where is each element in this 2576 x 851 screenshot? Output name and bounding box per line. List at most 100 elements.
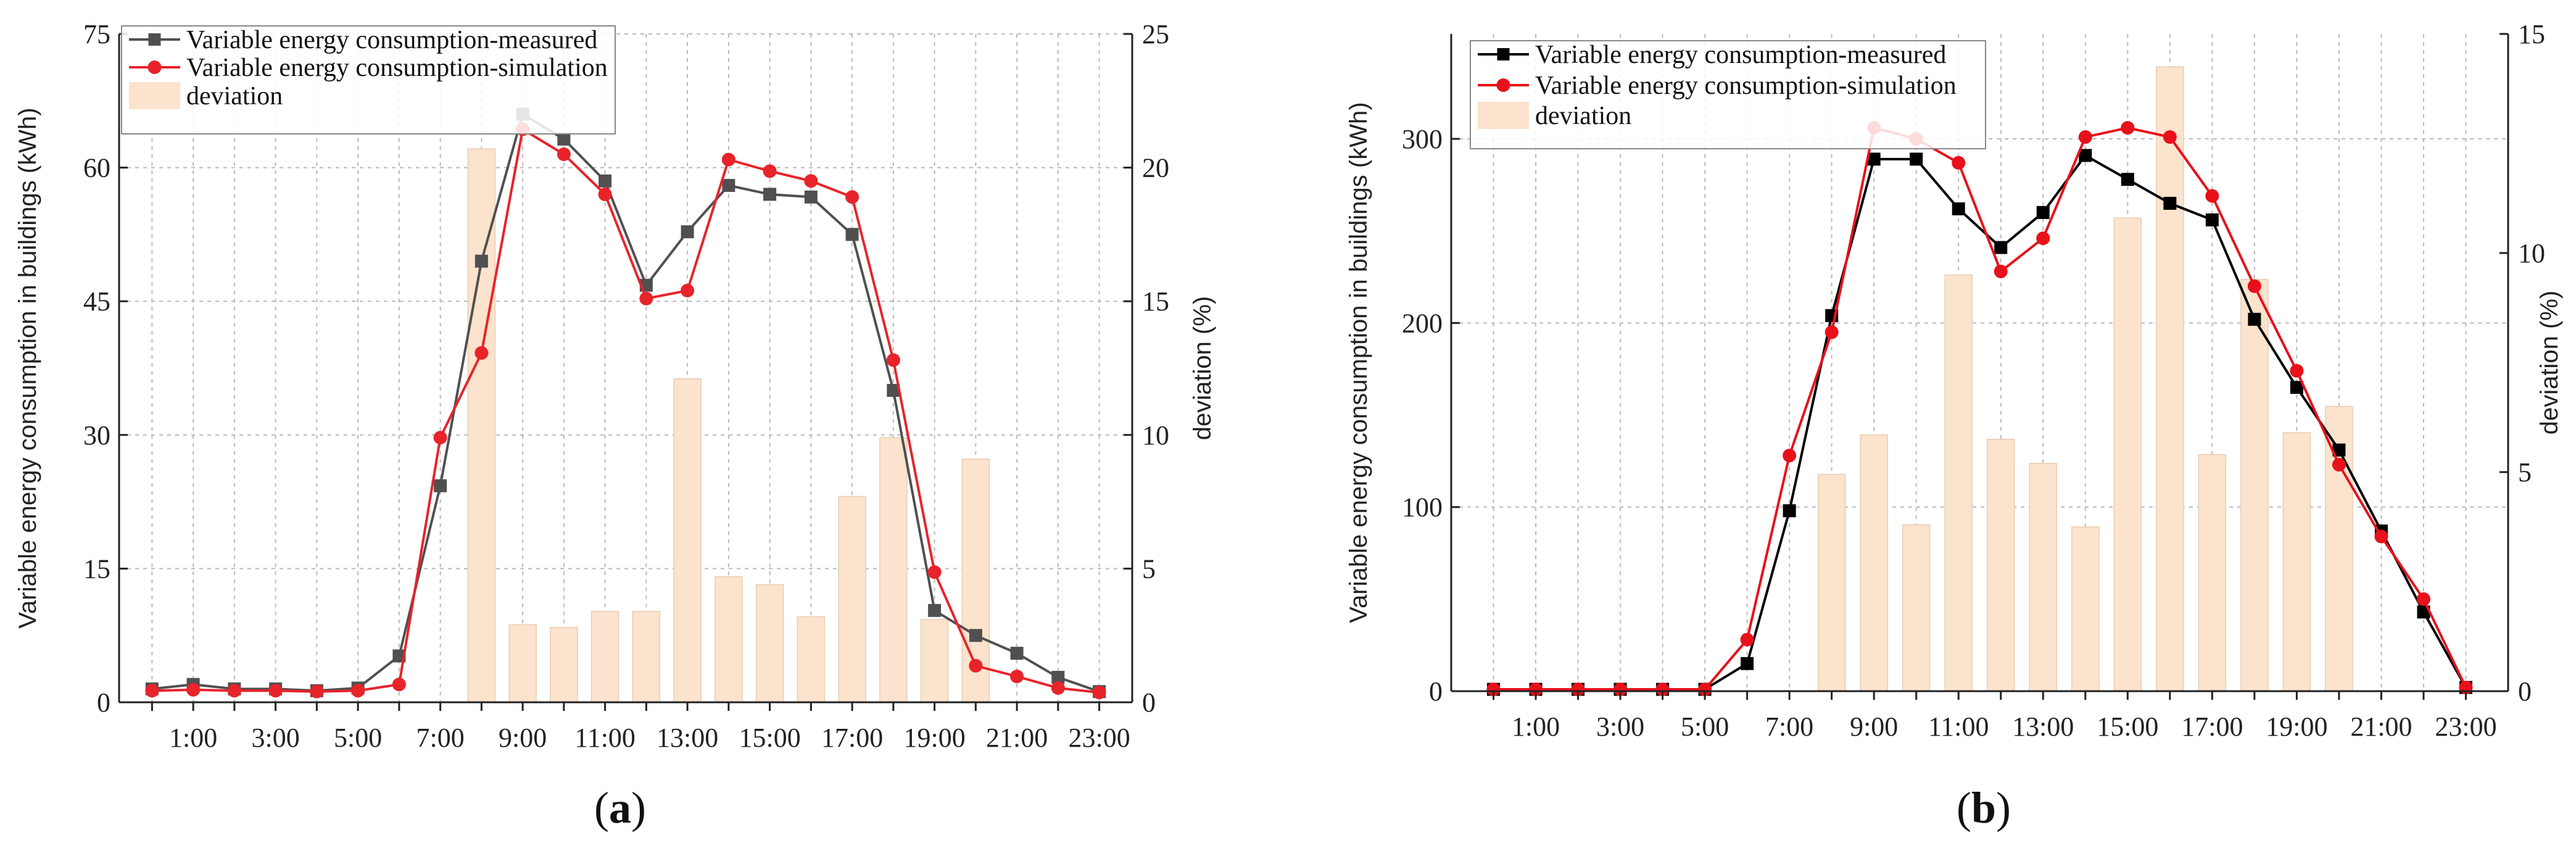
x-tick-label: 21:00 — [2350, 712, 2412, 742]
measured-point — [434, 479, 447, 492]
simulation-point — [969, 658, 983, 673]
x-tick-label: 17:00 — [2181, 712, 2243, 742]
y2-tick-label: 25 — [1142, 19, 1169, 49]
legend-bar-swatch — [129, 82, 180, 109]
simulation-point — [886, 353, 900, 367]
panel-label: (a) — [594, 783, 646, 832]
simulation-point — [2247, 279, 2261, 293]
deviation-bar — [508, 624, 537, 703]
chart-panel-a: 1:00 3:00 5:00 7:00 9:00 11:00 13:00 15:00 17:00… — [14, 19, 1216, 832]
simulation-point — [2332, 458, 2346, 472]
x-tick-label: 21:00 — [986, 723, 1048, 753]
measured-point — [1867, 152, 1881, 166]
legend-label: deviation — [1535, 102, 1631, 130]
x-tick-label: 9:00 — [499, 723, 547, 753]
y2-tick-label: 15 — [2518, 19, 2545, 49]
simulation-point — [2078, 130, 2092, 144]
legend-marker — [1497, 48, 1510, 60]
deviation-bar — [1987, 439, 2015, 692]
simulation-point — [474, 346, 489, 360]
deviation-bar — [550, 626, 578, 703]
y2-tick-label: 0 — [2518, 676, 2532, 707]
legend-label: deviation — [186, 82, 283, 110]
deviation-bar — [920, 618, 949, 703]
x-tick-label: 15:00 — [2097, 712, 2158, 742]
measured-point — [2290, 381, 2303, 394]
x-tick-label: 5:00 — [1681, 712, 1729, 742]
measured-point — [2079, 149, 2092, 162]
y2-tick-label: 20 — [1142, 153, 1169, 183]
x-tick-label: 23:00 — [2435, 712, 2496, 742]
deviation-bar — [797, 616, 826, 703]
measured-point — [969, 629, 982, 642]
deviation-bar — [2156, 66, 2184, 692]
simulation-point — [1740, 633, 1754, 647]
y-tick-label: 30 — [83, 420, 110, 450]
x-tick-label: 15:00 — [739, 723, 801, 753]
measured-point — [2036, 205, 2050, 219]
y-tick-label: 0 — [97, 687, 110, 718]
measured-point — [557, 132, 571, 146]
y2-tick-label: 0 — [1142, 687, 1156, 718]
deviation-bar — [838, 496, 866, 703]
simulation-point — [2163, 130, 2177, 144]
simulation-point — [1952, 156, 1966, 170]
simulation-point — [1571, 683, 1585, 697]
y2-tick-label: 5 — [1142, 554, 1156, 584]
measured-point — [681, 225, 694, 239]
y-tick-label: 15 — [83, 554, 110, 584]
y-axis-title: Variable energy consumption in buildings… — [14, 107, 41, 628]
legend-marker — [147, 60, 162, 74]
y-tick-label: 100 — [1402, 492, 1443, 523]
measured-point — [2205, 213, 2219, 226]
x-tick-label: 5:00 — [334, 723, 382, 753]
simulation-series-line — [152, 127, 1100, 694]
measured-point — [1783, 504, 1796, 518]
simulation-point — [2290, 363, 2304, 378]
simulation-point — [392, 678, 406, 692]
simulation-point — [1529, 683, 1543, 697]
deviation-bar — [879, 437, 908, 703]
simulation-point — [1486, 683, 1501, 697]
deviation-bar — [2282, 432, 2311, 692]
y2-tick-label: 10 — [1142, 420, 1169, 450]
simulation-point — [557, 147, 571, 161]
y2-axis-title: deviation (%) — [1189, 296, 1216, 440]
deviation-bar — [2029, 463, 2058, 692]
legend-box — [121, 25, 616, 135]
x-tick-label: 9:00 — [1850, 712, 1898, 742]
deviation-bar — [755, 584, 784, 703]
x-tick-label: 13:00 — [2012, 712, 2074, 742]
simulation-point — [721, 152, 735, 167]
legend-label: Variable energy consumption-simulation — [1535, 72, 1957, 100]
simulation-point — [2036, 231, 2050, 246]
x-tick-label: 13:00 — [656, 723, 718, 753]
simulation-point — [1824, 325, 1839, 339]
deviation-bar — [2113, 217, 2142, 692]
deviation-bar — [590, 610, 619, 703]
deviation-bar — [1944, 274, 1973, 692]
simulation-point — [927, 565, 942, 579]
chart-panel-b: 1:00 3:00 5:00 7:00 9:00 11:00 13:00 15:00 17:00… — [1345, 19, 2563, 832]
simulation-point — [1994, 264, 2008, 278]
measured-point — [845, 228, 859, 241]
deviation-bar — [673, 378, 702, 703]
simulation-point — [268, 684, 283, 698]
deviation-bar — [1902, 524, 1931, 692]
measured-point — [474, 254, 488, 268]
x-tick-label: 1:00 — [169, 723, 217, 753]
y-tick-label: 300 — [1402, 124, 1443, 154]
deviation-bar — [714, 576, 743, 703]
y-axis-title: Variable energy consumption in buildings… — [1345, 102, 1372, 623]
legend-label: Variable energy consumption-measured — [1535, 41, 1946, 69]
x-tick-label: 17:00 — [821, 723, 883, 753]
simulation-point — [1613, 683, 1628, 697]
legend-box — [1470, 40, 1986, 149]
y2-tick-label: 10 — [2518, 238, 2545, 268]
simulation-point — [1092, 686, 1106, 700]
simulation-point — [2205, 189, 2219, 203]
deviation-bar — [467, 148, 496, 703]
measured-point — [1952, 202, 1965, 215]
measured-point — [598, 174, 612, 188]
